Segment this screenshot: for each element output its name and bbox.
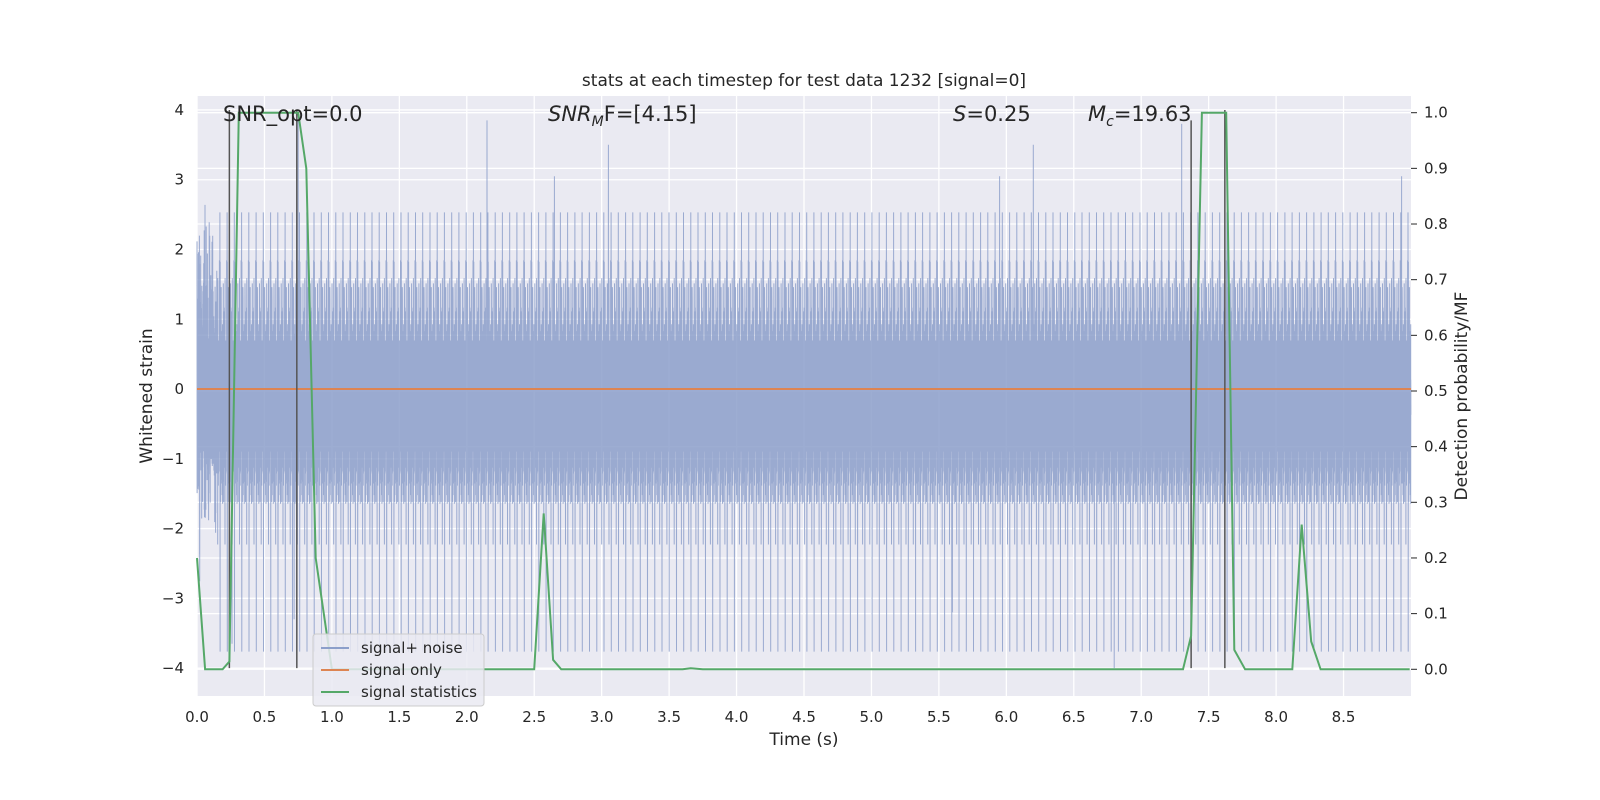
x-tick-label: 6.0	[994, 708, 1018, 726]
legend-label-signal-statistics: signal statistics	[361, 683, 477, 701]
x-tick-label: 2.5	[522, 708, 546, 726]
y-right-tick-label: 0.8	[1424, 215, 1448, 233]
x-tick-label: 4.0	[725, 708, 749, 726]
y-right-tick-label: 0.5	[1424, 382, 1448, 400]
y-right-tick-label: 0.4	[1424, 438, 1448, 456]
annotation-mc-base: M	[1088, 102, 1106, 126]
y-right-tick-label: 0.7	[1424, 271, 1448, 289]
y-left-tick-label: 3	[174, 171, 184, 189]
vertical-markers	[228, 109, 1226, 669]
chart-title: stats at each timestep for test data 123…	[582, 71, 1026, 91]
y-right-tick-label: 1.0	[1424, 104, 1448, 122]
y-left-tick-label: 2	[174, 240, 184, 258]
series-signal-statistics	[196, 111, 1410, 671]
annotation-snr-opt: SNR_opt=0.0	[223, 102, 363, 127]
x-tick-label: 8.5	[1332, 708, 1356, 726]
signal-statistics-line	[196, 111, 1410, 671]
annotation-mc: Mc=19.63	[1088, 102, 1192, 130]
y-left-tick-labels: −4 −3 −2 −1 0 1 2 3 4	[162, 101, 184, 677]
y-left-tick-label: 4	[174, 101, 184, 119]
annotation-snr-mf-base: SNR	[548, 102, 592, 126]
y-axis-left-label: Whitened strain	[137, 328, 157, 463]
annotation-s-var: S	[953, 102, 966, 126]
x-tick-label: 0.0	[185, 708, 209, 726]
signal-noise-line	[196, 120, 1412, 669]
y-left-tick-label: −3	[162, 589, 184, 607]
legend-label-signal-only: signal only	[361, 661, 442, 679]
annotation-snr-mf-sub: M	[592, 114, 604, 130]
x-tick-label: 0.5	[253, 708, 277, 726]
annotation-mc-sub: c	[1106, 114, 1114, 130]
y-right-tick-label: 0.0	[1424, 660, 1448, 678]
x-tick-label: 3.5	[657, 708, 681, 726]
legend-label-signal-noise: signal+ noise	[361, 639, 463, 657]
x-tick-label: 2.0	[455, 708, 479, 726]
x-axis-label: Time (s)	[768, 730, 838, 750]
legend: signal+ noise signal only signal statist…	[312, 633, 485, 707]
y-left-tick-label: 0	[174, 380, 184, 398]
y-right-tick-label: 0.3	[1424, 493, 1448, 511]
x-tick-label: 1.5	[387, 708, 411, 726]
x-tick-labels: 0.0 0.5 1.0 1.5 2.0 2.5 3.0 3.5 4.0 4.5 5.0 5.5 6.0 6…	[185, 708, 1355, 726]
annotation-s-rest: =0.25	[966, 102, 1030, 126]
x-tick-label: 3.0	[590, 708, 614, 726]
y-right-tick-label: 0.1	[1424, 605, 1448, 623]
y-right-tick-labels: 0.0 0.1 0.2 0.3 0.4 0.5 0.6 0.7 0.8 0.9 1.0	[1411, 104, 1448, 678]
y-left-tick-label: 1	[174, 310, 184, 328]
annotation-snr-mf-rest: F=[4.15]	[604, 102, 697, 126]
annotation-s: S=0.25	[953, 102, 1031, 126]
annotation-snr-mf: SNRMF=[4.15]	[548, 102, 697, 130]
annotation-mc-rest: =19.63	[1114, 102, 1192, 126]
y-left-tick-label: −2	[162, 520, 184, 538]
y-left-tick-label: −4	[162, 659, 184, 677]
y-axis-right-label: Detection probability/MF	[1452, 292, 1472, 501]
y-right-tick-label: 0.9	[1424, 159, 1448, 177]
y-right-tick-label: 0.2	[1424, 549, 1448, 567]
x-tick-label: 5.0	[860, 708, 884, 726]
legend-box	[312, 633, 485, 707]
y-left-tick-label: −1	[162, 450, 184, 468]
x-tick-label: 4.5	[792, 708, 816, 726]
series-signal-noise	[196, 120, 1412, 669]
x-tick-label: 8.0	[1264, 708, 1288, 726]
y-right-tick-label: 0.6	[1424, 326, 1448, 344]
x-tick-label: 6.5	[1062, 708, 1086, 726]
x-tick-label: 5.5	[927, 708, 951, 726]
x-tick-label: 1.0	[320, 708, 344, 726]
x-tick-label: 7.5	[1197, 708, 1221, 726]
x-tick-label: 7.0	[1129, 708, 1153, 726]
